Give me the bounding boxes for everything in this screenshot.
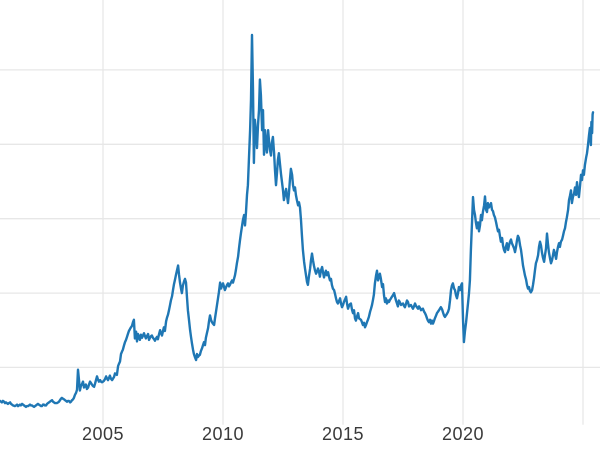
x-tick-label: 2015 (322, 424, 364, 444)
price-line (0, 33, 595, 409)
x-tick-label: 2005 (82, 424, 124, 444)
x-tick-label: 2010 (202, 424, 244, 444)
x-tick-label: 2020 (442, 424, 484, 444)
